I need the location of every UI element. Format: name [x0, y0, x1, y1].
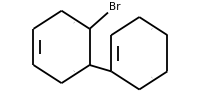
Text: Br: Br — [109, 2, 121, 12]
